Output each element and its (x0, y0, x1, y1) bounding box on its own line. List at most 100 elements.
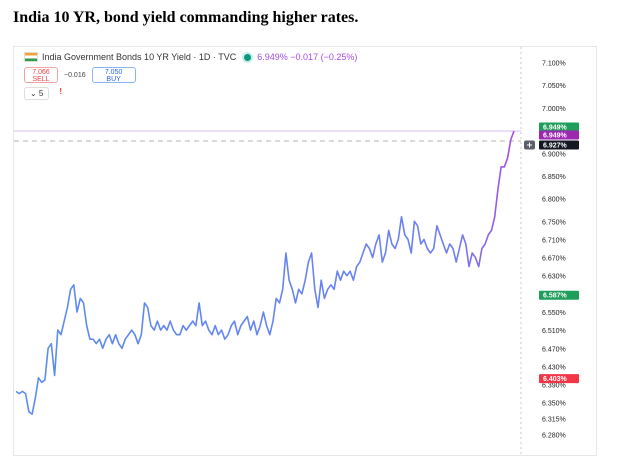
yield-line[interactable] (15, 130, 515, 415)
y-tick-label: 6.630% (542, 274, 566, 281)
price-badge-text: 6.927% (543, 143, 568, 150)
data-point (83, 302, 84, 303)
data-point (279, 302, 280, 303)
data-point (478, 266, 479, 267)
crosshair-plus-icon[interactable] (524, 140, 535, 150)
y-tick-label: 6.315% (542, 417, 566, 424)
data-point (285, 252, 286, 253)
data-point (208, 330, 209, 331)
data-point (22, 391, 23, 392)
data-point (64, 321, 65, 322)
data-point (202, 325, 203, 326)
data-point (314, 289, 315, 290)
data-point (247, 316, 248, 317)
data-point (186, 330, 187, 331)
spread-value: −0.016 (64, 71, 86, 79)
data-point (497, 189, 498, 190)
buy-label: BUY (106, 76, 121, 83)
data-point (462, 234, 463, 235)
data-point (282, 289, 283, 290)
data-point (485, 243, 486, 244)
data-point (195, 325, 196, 326)
y-tick-label: 6.800% (542, 197, 566, 204)
data-point (109, 334, 110, 335)
data-point (411, 252, 412, 253)
data-point (144, 302, 145, 303)
data-point (54, 375, 55, 376)
data-point (253, 321, 254, 322)
data-point (218, 334, 219, 335)
chart-panel[interactable]: 7.100% 7.050% 7.000% 6.900% 6.850% 6.800% 6.75… (13, 46, 597, 456)
data-point (244, 321, 245, 322)
data-point (501, 166, 502, 167)
data-point (427, 248, 428, 249)
data-point (215, 325, 216, 326)
data-point (138, 343, 139, 344)
data-point (263, 311, 264, 312)
data-point (414, 221, 415, 222)
data-point (147, 307, 148, 308)
data-point (199, 302, 200, 303)
data-point (481, 248, 482, 249)
indicators-toggle-button[interactable]: ⌄ 5 (24, 87, 50, 100)
data-point (102, 348, 103, 349)
indicator-controls: ⌄ 5 ! (24, 87, 66, 100)
data-point (449, 243, 450, 244)
data-point (465, 243, 466, 244)
data-point (183, 325, 184, 326)
chart-canvas[interactable]: 7.100% 7.050% 7.000% 6.900% 6.850% 6.800% 6.75… (14, 47, 596, 455)
data-point (456, 262, 457, 263)
data-point (311, 252, 312, 253)
data-point (507, 157, 508, 158)
price-badge: 6.949% (539, 122, 579, 132)
data-point (73, 284, 74, 285)
y-tick-label: 7.050% (542, 83, 566, 90)
data-point (292, 289, 293, 290)
india-flag-icon (24, 52, 38, 62)
price-badge-text: 6.403% (543, 376, 568, 383)
data-point (141, 334, 142, 335)
data-point (334, 289, 335, 290)
price-badge: 6.587% (539, 290, 579, 300)
data-point (375, 243, 376, 244)
y-tick-label: 6.550% (542, 310, 566, 317)
data-point (224, 339, 225, 340)
data-point (407, 239, 408, 240)
data-point (221, 330, 222, 331)
data-point (362, 252, 363, 253)
y-tick-label: 6.850% (542, 174, 566, 181)
y-tick-label: 6.670% (542, 256, 566, 263)
data-point (324, 298, 325, 299)
data-point (237, 334, 238, 335)
data-point (170, 321, 171, 322)
data-point (513, 130, 514, 131)
y-tick-label: 6.350% (542, 401, 566, 408)
symbol-legend[interactable]: India Government Bonds 10 YR Yield · 1D … (24, 52, 357, 62)
data-point (436, 225, 437, 226)
data-point (430, 252, 431, 253)
sell-button[interactable]: 7.066 SELL (24, 67, 58, 83)
data-point (356, 266, 357, 267)
data-point (93, 339, 94, 340)
data-point (157, 321, 158, 322)
warning-icon[interactable]: ! (59, 87, 63, 96)
data-point (128, 334, 129, 335)
sell-price: 7.066 (32, 69, 50, 76)
data-point (346, 275, 347, 276)
data-point (80, 298, 81, 299)
data-point (51, 343, 52, 344)
y-tick-label: 7.100% (542, 61, 566, 68)
data-point (166, 330, 167, 331)
data-point (25, 393, 26, 394)
y-tick-label: 6.510% (542, 328, 566, 335)
data-point (70, 289, 71, 290)
data-point (475, 257, 476, 258)
buy-button[interactable]: 7.050 BUY (91, 67, 136, 83)
data-point (330, 284, 331, 285)
data-point (494, 216, 495, 217)
price-badge-text: 6.949% (543, 133, 568, 140)
data-point (260, 325, 261, 326)
sell-label: SELL (32, 76, 50, 83)
data-point (19, 393, 20, 394)
data-point (134, 334, 135, 335)
